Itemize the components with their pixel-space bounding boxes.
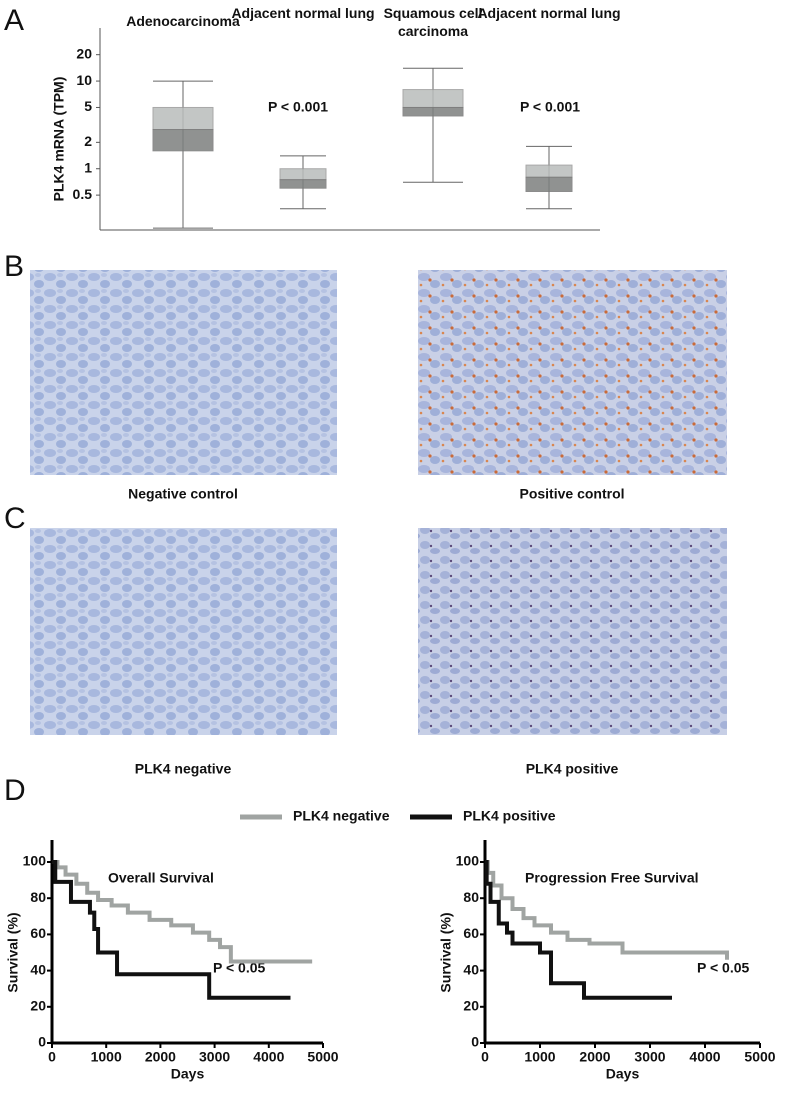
x-tick-label: 4000 [253, 1049, 284, 1065]
x-axis-label: Days [171, 1066, 205, 1082]
micrograph [30, 270, 337, 475]
panel-label: C [4, 502, 26, 535]
caption: Positive control [519, 486, 624, 502]
x-tick-label: 5000 [307, 1049, 338, 1065]
box-lower [279, 179, 327, 189]
panel-label: D [4, 774, 26, 807]
y-tick-label: 10 [76, 72, 92, 88]
y-tick-label: 60 [30, 925, 46, 941]
y-tick-label: 0 [471, 1034, 479, 1050]
y-tick-label: 5 [84, 98, 92, 114]
box-upper [525, 164, 573, 178]
y-tick-label: 80 [30, 889, 46, 905]
y-tick-label: 100 [456, 853, 480, 869]
chart-title: Progression Free Survival [525, 870, 699, 886]
x-tick-label: 2000 [579, 1049, 610, 1065]
survival-line [484, 860, 672, 1000]
y-tick-label: 60 [463, 925, 479, 941]
x-tick-label: 4000 [689, 1049, 720, 1065]
y-tick-label: 0 [38, 1034, 46, 1050]
x-tick-label: 3000 [634, 1049, 665, 1065]
panel-label: B [4, 250, 24, 283]
legend-label: PLK4 negative [293, 808, 390, 824]
category-label: Squamous cell carcinoma [383, 5, 483, 39]
box-lower [402, 106, 464, 117]
y-axis-label: Survival (%) [5, 912, 21, 992]
y-tick-label: 1 [84, 159, 92, 175]
box-upper [152, 106, 214, 131]
category-label: Adjacent normal lung [231, 5, 375, 21]
box-upper [402, 89, 464, 108]
caption: PLK4 negative [135, 761, 232, 777]
survival-line [52, 860, 313, 964]
x-tick-label: 1000 [91, 1049, 122, 1065]
category-text: Adjacent normal lung [231, 5, 375, 21]
micrograph [30, 528, 337, 735]
box-lower [525, 176, 573, 192]
legend-label: PLK4 positive [463, 808, 556, 824]
y-tick-label: 40 [30, 961, 46, 977]
y-tick-label: 100 [23, 853, 47, 869]
micrograph [418, 528, 727, 735]
y-tick-label: 20 [463, 998, 479, 1014]
p-value: P < 0.05 [697, 960, 750, 976]
x-tick-label: 1000 [524, 1049, 555, 1065]
x-tick-label: 5000 [744, 1049, 775, 1065]
survival-line [52, 860, 291, 1000]
category-label: Adjacent normal lung [477, 5, 621, 21]
category-text: Adjacent normal lung [477, 5, 621, 21]
p-value: P < 0.001 [268, 99, 328, 115]
y-axis-label: Survival (%) [438, 912, 454, 992]
box-upper [279, 168, 327, 181]
box-lower [152, 129, 214, 152]
survival-line [485, 860, 729, 960]
x-tick-label: 2000 [145, 1049, 176, 1065]
micrograph [418, 270, 727, 475]
x-tick-label: 0 [48, 1049, 56, 1065]
x-tick-label: 3000 [199, 1049, 230, 1065]
p-value: P < 0.05 [213, 960, 266, 976]
y-tick-label: 80 [463, 889, 479, 905]
p-value: P < 0.001 [520, 99, 580, 115]
y-tick-label: 20 [30, 998, 46, 1014]
y-tick-label: 2 [84, 133, 92, 149]
caption: PLK4 positive [526, 761, 619, 777]
x-axis-label: Days [606, 1066, 640, 1082]
panel-label: A [4, 4, 24, 37]
y-axis-label: PLK4 mRNA (TPM) [51, 77, 67, 202]
category-text: Adenocarcinoma [126, 13, 240, 29]
category-label: Adenocarcinoma [126, 13, 240, 29]
y-tick-label: 40 [463, 961, 479, 977]
x-tick-label: 0 [481, 1049, 489, 1065]
category-text: Squamous cell carcinoma [383, 5, 483, 39]
chart-title: Overall Survival [108, 870, 214, 886]
y-tick-label: 20 [76, 45, 92, 61]
caption: Negative control [128, 486, 238, 502]
y-tick-label: 0.5 [73, 186, 93, 202]
